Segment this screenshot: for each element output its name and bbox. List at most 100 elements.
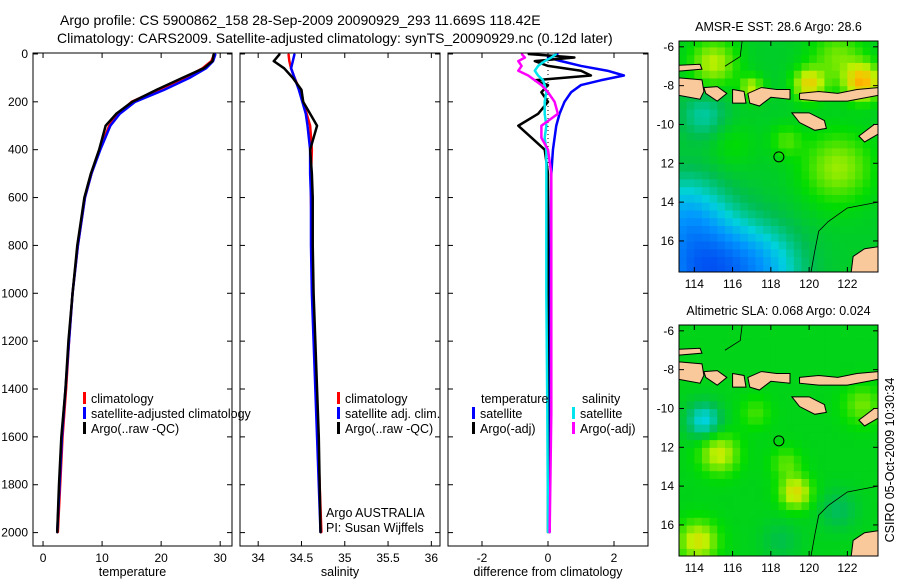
- field-cell: [770, 194, 780, 203]
- field-cell: [839, 248, 848, 258]
- series-line-argo-raw-qc-: [272, 53, 322, 533]
- field-cell: [740, 116, 749, 126]
- field-cell: [847, 132, 856, 141]
- field-cell: [732, 225, 741, 234]
- field-cell: [847, 532, 856, 542]
- field-cell: [755, 209, 764, 219]
- field-cell: [679, 431, 688, 441]
- field-cell: [816, 509, 826, 518]
- data-point: [552, 148, 554, 151]
- field-cell: [839, 447, 848, 456]
- field-cell: [870, 493, 878, 503]
- field-cell: [855, 392, 864, 402]
- field-cell: [832, 155, 841, 164]
- field-cell: [832, 256, 841, 265]
- field-cell: [801, 330, 810, 340]
- field-cell: [832, 462, 841, 472]
- field-cell: [839, 424, 848, 433]
- field-cell: [740, 338, 749, 347]
- field-cell: [855, 194, 864, 203]
- land-madura: [679, 63, 703, 72]
- field-cell: [816, 455, 826, 464]
- field-cell: [847, 338, 856, 347]
- field-cell: [679, 101, 688, 110]
- field-cell: [832, 540, 841, 549]
- field-cell: [717, 101, 726, 110]
- field-cell: [862, 354, 871, 363]
- field-cell: [801, 54, 810, 63]
- field-cell: [793, 470, 803, 479]
- field-cell: [778, 233, 787, 242]
- field-cell: [717, 548, 726, 556]
- field-cell: [740, 70, 749, 79]
- field-cell: [679, 478, 688, 487]
- data-point: [547, 84, 549, 86]
- field-cell: [679, 225, 688, 234]
- field-cell: [763, 400, 772, 410]
- field-cell: [778, 354, 787, 363]
- field-cell: [770, 233, 780, 242]
- field-cell: [839, 330, 848, 340]
- field-cell: [832, 124, 841, 133]
- field-cell: [717, 202, 726, 211]
- field-cell: [770, 41, 780, 48]
- field-cell: [679, 377, 688, 386]
- field-cell: [786, 248, 795, 258]
- field-cell: [701, 431, 711, 441]
- field-cell: [839, 540, 848, 549]
- field-cell: [747, 524, 757, 534]
- field-cell: [709, 41, 718, 48]
- field-cell: [717, 330, 726, 340]
- field-cell: [686, 240, 695, 250]
- field-cell: [839, 202, 848, 211]
- data-point: [540, 84, 543, 86]
- field-cell: [679, 408, 688, 417]
- legend-sal-satellite: satellite: [580, 407, 622, 421]
- field-cell: [778, 217, 787, 227]
- field-cell: [870, 392, 878, 402]
- field-cell: [740, 108, 749, 118]
- field-cell: [755, 248, 764, 258]
- field-cell: [770, 392, 780, 402]
- field-cell: [832, 85, 841, 95]
- field-cell: [824, 509, 833, 518]
- field-cell: [778, 532, 787, 542]
- field-cell: [824, 70, 833, 79]
- field-cell: [732, 532, 741, 542]
- field-cell: [809, 486, 818, 495]
- field-cell: [724, 501, 734, 511]
- field-cell: [855, 240, 864, 250]
- data-point: [545, 172, 548, 175]
- data-point: [517, 69, 520, 72]
- field-cell: [847, 400, 856, 410]
- field-cell: [763, 163, 772, 172]
- field-cell: [793, 202, 803, 211]
- field-cell: [855, 171, 864, 180]
- field-cell: [793, 124, 803, 133]
- land-timor: [858, 407, 878, 427]
- field-cell: [686, 548, 695, 556]
- field-cell: [847, 354, 856, 363]
- field-cell: [824, 85, 833, 95]
- field-cell: [686, 41, 695, 48]
- field-cell: [778, 186, 787, 195]
- field-cell: [847, 524, 856, 534]
- field-cell: [740, 54, 749, 63]
- field-cell: [847, 540, 856, 549]
- field-cell: [824, 124, 833, 133]
- field-cell: [862, 478, 871, 487]
- field-cell: [701, 147, 711, 157]
- field-cell: [786, 354, 795, 363]
- field-cell: [778, 447, 787, 456]
- field-cell: [778, 540, 787, 549]
- field-cell: [701, 132, 711, 141]
- field-cell: [747, 369, 757, 379]
- data-point: [550, 412, 553, 414]
- land-lombok: [732, 372, 747, 388]
- legend-swatch: [572, 407, 575, 419]
- field-cell: [770, 346, 780, 355]
- field-cell: [801, 416, 810, 425]
- legend-satellite-adjusted: satellite-adjusted climatology: [91, 407, 252, 421]
- field-cell: [694, 486, 703, 495]
- field-cell: [862, 178, 871, 188]
